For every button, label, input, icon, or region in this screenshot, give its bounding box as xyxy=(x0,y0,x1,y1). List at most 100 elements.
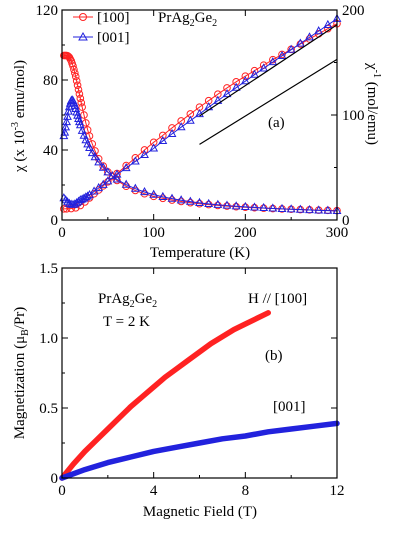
x-tick-label-b: 4 xyxy=(150,483,158,499)
data-point-a xyxy=(176,195,186,204)
data-point-a xyxy=(314,26,324,35)
data-point-a xyxy=(159,131,167,140)
data-point-a xyxy=(295,204,305,213)
data-point-a xyxy=(103,167,113,176)
data-point-a xyxy=(78,103,86,111)
legend-label-100: [100] xyxy=(97,10,130,26)
y-tick-label-left-a: 40 xyxy=(43,143,58,159)
y-axis-label-b: Magnetization (μB/Pr) xyxy=(12,307,31,440)
data-point-a xyxy=(73,110,83,119)
data-point-a xyxy=(130,183,140,192)
x-tick-label-a: 100 xyxy=(142,225,165,241)
data-point-a xyxy=(231,82,241,91)
y-tick-label-left-a: 120 xyxy=(36,3,59,19)
legend-label-001: [001] xyxy=(97,30,130,46)
data-point-a xyxy=(195,109,204,118)
data-point-a xyxy=(222,200,232,209)
data-point-a xyxy=(112,174,122,183)
panel-label-a: (a) xyxy=(268,115,285,131)
data-point-a xyxy=(98,162,108,171)
x-tick-label-a: 200 xyxy=(234,225,257,241)
y-tick-label-left-a: 80 xyxy=(43,73,58,89)
x-tick-label-b: 0 xyxy=(58,483,66,499)
panel-label-b: (b) xyxy=(265,348,283,364)
data-point-a xyxy=(231,201,241,210)
y-axis-label-right-a: χ-1 (mol/emu) xyxy=(364,62,382,145)
panel-b: 0 4 8 12 0 0.5 1.0 1.5 PrAg2Ge2 T = 2 K H // [1… xyxy=(12,261,345,520)
data-point-a xyxy=(149,189,159,198)
y-tick-label-b: 0 xyxy=(51,471,59,487)
data-point-a xyxy=(75,120,85,129)
data-point-a xyxy=(60,127,70,136)
data-point-a xyxy=(70,100,80,109)
legend-marker-001 xyxy=(78,31,88,41)
data-point-a xyxy=(185,115,195,124)
data-point-a xyxy=(60,205,68,213)
data-point-a xyxy=(81,192,91,201)
data-point-a xyxy=(323,19,333,29)
data-point-a xyxy=(222,88,232,98)
data-point-a xyxy=(74,85,83,94)
data-point-a xyxy=(241,72,250,80)
data-point-a xyxy=(104,177,112,186)
data-point-a xyxy=(71,69,79,77)
data-point-a xyxy=(103,176,113,185)
data-point-a xyxy=(185,196,195,205)
x-tick-label-b: 8 xyxy=(242,483,250,499)
data-point-a xyxy=(250,66,259,75)
data-point-a xyxy=(121,162,131,172)
data-point-a xyxy=(213,199,223,208)
data-point-a xyxy=(76,94,85,103)
data-point-a xyxy=(130,156,140,165)
data-point-a xyxy=(90,152,100,161)
data-point-a xyxy=(62,116,72,126)
data-point-a xyxy=(71,72,80,81)
series-a-1 xyxy=(59,95,342,215)
data-point-a xyxy=(121,179,131,188)
data-point-a xyxy=(63,197,72,206)
data-point-a xyxy=(259,63,269,72)
data-point-a xyxy=(73,81,82,90)
x-tick-label-b: 12 xyxy=(330,483,345,499)
y-tick-label-right-a: 0 xyxy=(342,213,350,229)
data-point-a xyxy=(167,193,177,202)
x-tick-label-a: 0 xyxy=(58,225,66,241)
data-point-a xyxy=(250,202,259,211)
data-point-a xyxy=(74,113,83,122)
data-point-a xyxy=(277,203,287,212)
compound-label-b: PrAg2Ge2 xyxy=(98,291,157,310)
data-point-a xyxy=(61,122,71,131)
y-axis-label-left-a: χ (x 10-3 emu/mol) xyxy=(10,60,28,173)
data-point-a xyxy=(195,197,204,206)
data-point-a xyxy=(286,204,296,213)
y-tick-label-left-a: 0 xyxy=(51,213,59,229)
data-point-a xyxy=(176,122,186,131)
data-point-a xyxy=(305,204,314,214)
series-line-a xyxy=(63,99,338,212)
data-point-a xyxy=(79,130,89,139)
y-tick-label-b: 1.0 xyxy=(39,331,58,347)
y-tick-label-right-a: 100 xyxy=(342,108,365,124)
data-point-a xyxy=(63,106,73,115)
data-point-a xyxy=(296,40,305,48)
data-point-a xyxy=(305,32,314,41)
data-point-a xyxy=(64,198,74,207)
fit-line-a xyxy=(199,24,338,117)
x-tick-label-a: 300 xyxy=(326,225,349,241)
data-point-a xyxy=(268,203,278,212)
data-point-a xyxy=(83,191,93,200)
data-point-a xyxy=(277,50,287,59)
data-point-a xyxy=(259,202,269,212)
series-a-3 xyxy=(59,13,342,208)
data-point-a xyxy=(61,195,71,204)
data-point-a xyxy=(295,38,305,47)
data-point-a xyxy=(77,98,86,107)
x-axis-label-a: Temperature (K) xyxy=(150,245,250,261)
data-point-a xyxy=(168,124,176,132)
data-point-a xyxy=(70,199,80,208)
data-point-a xyxy=(72,77,81,85)
data-point-a xyxy=(71,103,81,112)
data-point-a xyxy=(167,128,177,137)
data-point-a xyxy=(149,138,158,147)
y-tick-label-right-a: 200 xyxy=(342,3,365,19)
